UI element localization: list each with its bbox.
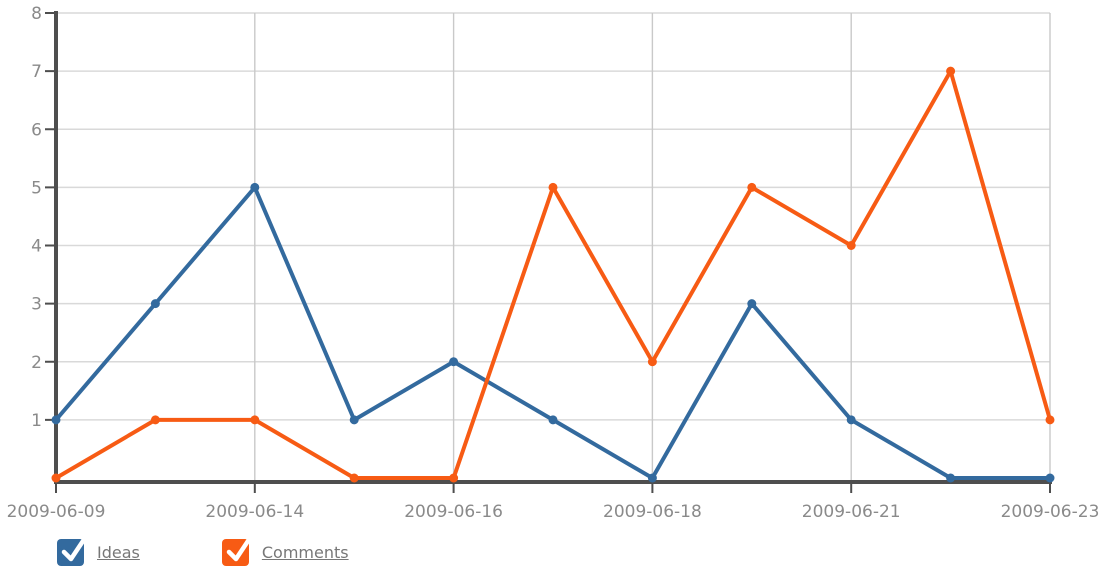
legend-item-comments[interactable]: Comments xyxy=(221,535,349,566)
y-tick-label: 6 xyxy=(31,120,42,140)
data-point-ideas xyxy=(1045,473,1055,483)
data-point-comments xyxy=(846,241,856,250)
x-tick-label: 2009-06-16 xyxy=(404,502,503,522)
x-tick-label: 2009-06-09 xyxy=(7,502,106,522)
data-point-ideas xyxy=(846,415,856,425)
data-point-ideas xyxy=(946,473,956,483)
checkmark-icon xyxy=(226,535,253,562)
data-point-comments xyxy=(51,473,61,483)
y-tick-label: 1 xyxy=(31,411,42,431)
data-point-comments xyxy=(647,357,657,367)
ideas-checkbox[interactable] xyxy=(57,535,88,566)
y-tick-label: 2 xyxy=(31,353,42,373)
y-tick-label: 3 xyxy=(31,295,42,315)
comments-checkbox[interactable] xyxy=(221,535,253,566)
data-point-ideas xyxy=(150,299,160,309)
x-tick-label: 2009-06-14 xyxy=(205,502,304,522)
x-tick-label: 2009-06-18 xyxy=(603,502,702,522)
y-tick-label: 8 xyxy=(31,4,42,24)
data-point-ideas xyxy=(51,415,61,425)
chart-legend: Ideas Comments xyxy=(57,535,349,566)
x-tick-label: 2009-06-23 xyxy=(1001,502,1100,522)
data-point-comments xyxy=(150,415,160,425)
data-point-ideas xyxy=(449,357,459,367)
y-tick-label: 5 xyxy=(31,178,42,198)
legend-item-ideas[interactable]: Ideas xyxy=(57,535,140,566)
data-point-ideas xyxy=(747,299,757,309)
data-point-comments xyxy=(1045,415,1055,425)
checkmark-icon xyxy=(61,535,88,562)
line-chart: 1 2 3 4 5 6 7 8 2009-06-09 2009-06-14 2009-06-16 20… xyxy=(7,4,1100,522)
data-point-comments xyxy=(250,415,260,425)
data-point-comments xyxy=(747,182,757,192)
data-point-ideas xyxy=(647,473,657,483)
legend-label-comments[interactable]: Comments xyxy=(261,543,349,562)
data-point-comments xyxy=(548,182,558,192)
x-tick-label: 2009-06-21 xyxy=(802,502,901,522)
legend-label-ideas[interactable]: Ideas xyxy=(97,543,140,562)
series-line-ideas xyxy=(54,185,1052,480)
y-tick-label: 4 xyxy=(31,237,42,257)
data-point-comments xyxy=(946,66,956,76)
data-point-comments xyxy=(349,473,359,483)
data-point-ideas xyxy=(548,415,558,425)
data-point-comments xyxy=(449,473,459,483)
y-tick-label: 7 xyxy=(31,62,42,82)
data-point-ideas xyxy=(349,415,359,425)
data-point-ideas xyxy=(250,182,260,192)
